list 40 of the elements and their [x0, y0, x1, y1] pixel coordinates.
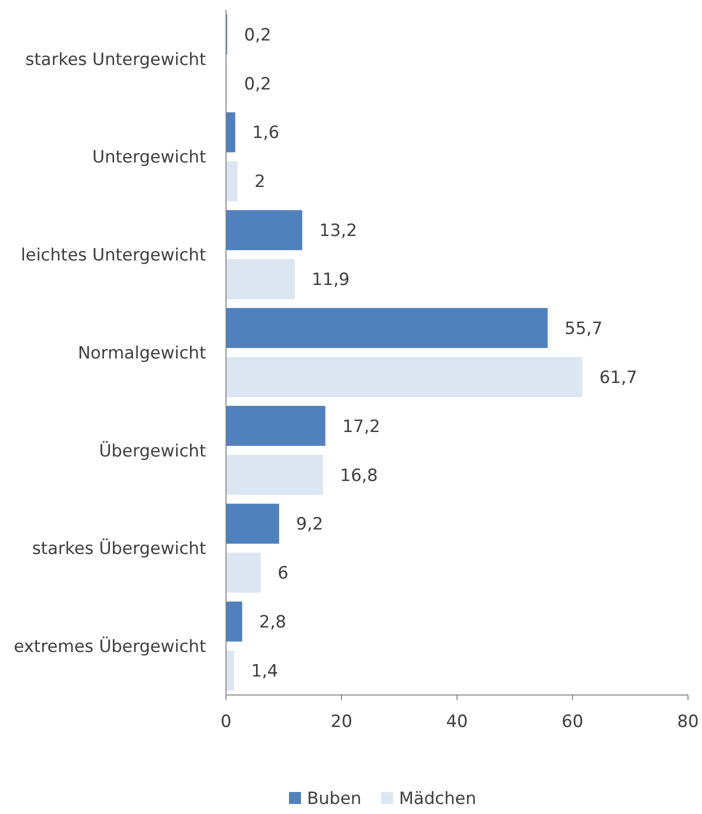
- data-label: 11,9: [312, 270, 350, 290]
- x-tick-label: 80: [677, 712, 699, 732]
- x-tick-label: 20: [330, 712, 352, 732]
- bar: [226, 504, 280, 544]
- data-label: 2,8: [259, 612, 286, 633]
- x-tick-label: 0: [220, 712, 232, 732]
- data-label: 61,7: [599, 368, 638, 388]
- data-label: 55,7: [564, 318, 603, 339]
- data-label: 16,8: [340, 466, 378, 486]
- bar: [226, 210, 302, 250]
- y-tick-label: Normalgewicht: [78, 343, 206, 364]
- data-label: 0,2: [244, 74, 272, 94]
- legend-label: Mädchen: [399, 788, 476, 809]
- data-label: 1,6: [252, 123, 280, 144]
- data-label: 2: [254, 172, 266, 192]
- bar: [226, 308, 548, 348]
- y-tick-label: Untergewicht: [92, 148, 206, 168]
- y-tick-label: starkes Übergewicht: [32, 538, 206, 560]
- y-tick-label: starkes Untergewicht: [25, 50, 206, 70]
- y-tick-label: Übergewicht: [98, 440, 206, 462]
- bar: [226, 259, 295, 300]
- bar: [226, 161, 238, 202]
- data-label: 0,2: [244, 25, 272, 46]
- bar: [226, 112, 236, 152]
- bar: [226, 602, 242, 642]
- data-label: 1,4: [251, 662, 278, 682]
- bar: [226, 406, 326, 446]
- y-tick-label: leichtes Untergewicht: [20, 246, 206, 266]
- data-label: 17,2: [342, 416, 380, 437]
- legend-label: Buben: [307, 788, 362, 809]
- bar: [226, 454, 324, 495]
- data-label: 6: [278, 564, 288, 584]
- x-tick-label: 40: [446, 712, 468, 732]
- x-tick-label: 60: [562, 712, 584, 732]
- bar: [226, 650, 234, 691]
- bar: [226, 357, 582, 397]
- data-label: 9,2: [296, 514, 324, 535]
- bar: [226, 552, 261, 593]
- y-tick-label: extremes Übergewicht: [14, 636, 206, 658]
- data-label: 13,2: [319, 221, 358, 242]
